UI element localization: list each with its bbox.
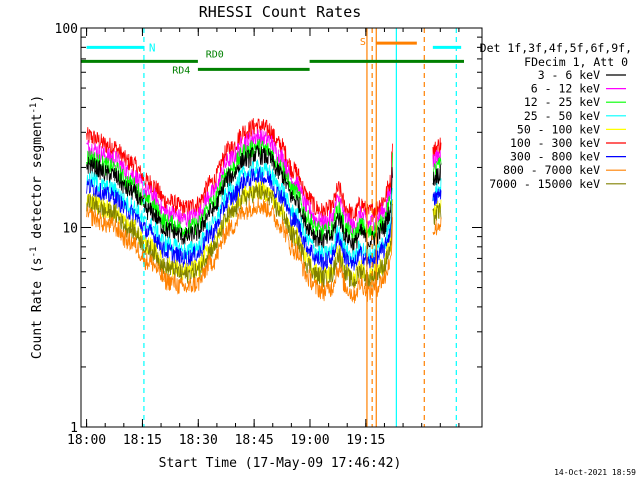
rd4-label: RD4: [172, 65, 190, 76]
footer-date: 14-Oct-2021 18:59: [554, 468, 636, 477]
rd0-label: RD0: [206, 49, 224, 60]
series-line-8: [86, 197, 393, 304]
series-line-2: [86, 128, 393, 235]
plot-content: N RD0 RD4 S: [81, 28, 464, 427]
y-axis-label-end: ): [30, 95, 45, 103]
y-axis-label-main: Count Rate (s: [30, 257, 45, 359]
legend-label-5: 50 - 100 keV: [517, 122, 600, 136]
x-tick-label-4: 18:45: [235, 433, 274, 448]
y-axis-label-mid: detector segment: [30, 114, 45, 247]
y-tick-label-1: 100: [55, 22, 78, 37]
y-tick-label-2: 10: [62, 222, 78, 237]
series-line-8-after-gap: [432, 217, 442, 236]
s-label: S: [360, 37, 366, 48]
x-tick-label-1: 18:00: [67, 433, 106, 448]
x-tick-label-6: 19:15: [346, 433, 385, 448]
series-line-6: [86, 118, 393, 222]
legend-label-3: 12 - 25 keV: [524, 95, 600, 109]
legend-label-4: 25 - 50 keV: [524, 109, 600, 123]
series-line-5-after-gap: [432, 199, 442, 220]
series-line-3-after-gap: [432, 156, 442, 181]
legend-label-1: 3 - 6 keV: [538, 68, 600, 82]
n-label: N: [149, 41, 156, 54]
x-tick-label-2: 18:15: [123, 433, 162, 448]
y-axis-label-sup2: -1: [29, 103, 39, 114]
x-axis-label: Start Time (17-May-09 17:46:42): [159, 456, 402, 471]
legend-header-line-2: FDecim 1, Att 0: [524, 55, 628, 69]
x-tick-label-3: 18:30: [179, 433, 218, 448]
legend: Det 1f,3f,4f,5f,6f,9f, FDecim 1, Att 0 3…: [480, 41, 632, 191]
legend-label-2: 6 - 12 keV: [531, 82, 600, 96]
legend-label-9: 7000 - 15000 keV: [489, 177, 600, 191]
x-tick-label-5: 19:00: [290, 433, 329, 448]
chart-title: RHESSI Count Rates: [199, 3, 362, 21]
legend-header-line-1: Det 1f,3f,4f,5f,6f,9f,: [480, 41, 632, 55]
axes: 100 10 118:00 18:15 18:30 18:45 19:00 19:15: [55, 22, 482, 448]
legend-label-7: 300 - 800 keV: [510, 150, 600, 164]
series-line-9-after-gap: [432, 202, 442, 226]
y-axis-label-sup: -1: [29, 247, 39, 258]
legend-label-6: 100 - 300 keV: [510, 136, 600, 150]
series-line-7-after-gap: [432, 188, 442, 207]
legend-label-8: 800 - 7000 keV: [503, 163, 600, 177]
y-tick-label-3: 1: [70, 421, 78, 436]
series-line-7: [86, 167, 393, 272]
y-axis-label: Count Rate (s-1 detector segment-1): [29, 95, 45, 359]
